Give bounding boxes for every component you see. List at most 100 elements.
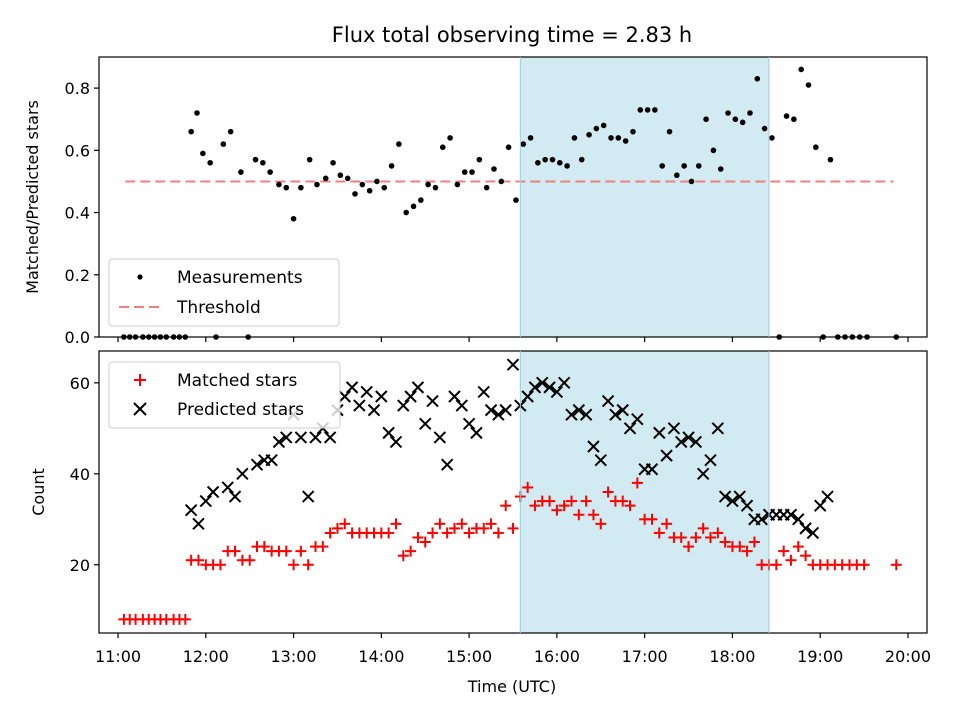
predicted-star-point xyxy=(814,499,827,512)
measurement-point xyxy=(276,181,282,188)
measurement-point xyxy=(739,119,746,126)
bottom-panel: 20 40 60 11:00 12:00 13:00 14:00 15:00 16:00 17:… xyxy=(29,350,931,696)
matched-star-point xyxy=(214,559,226,571)
predicted-star-point xyxy=(470,426,483,440)
predicted-star-point xyxy=(799,522,812,535)
matched-star-point xyxy=(587,509,599,521)
matched-star-point xyxy=(258,541,270,553)
predicted-star-point xyxy=(345,381,359,394)
predicted-star-point xyxy=(784,508,798,521)
measurement-point xyxy=(337,172,344,179)
measurement-point xyxy=(469,169,475,175)
predicted-star-point xyxy=(557,376,571,390)
bottom-y-ticks: 20 40 60 xyxy=(70,374,99,575)
legend-marker-predicted xyxy=(133,402,147,416)
predicted-star-point xyxy=(206,485,220,499)
legend-marker-matched xyxy=(134,374,146,386)
legend-label-threshold: Threshold xyxy=(176,298,261,318)
matched-star-point xyxy=(770,559,782,571)
measurement-point xyxy=(725,110,731,116)
measurement-point xyxy=(600,122,607,129)
matched-star-point xyxy=(192,554,204,566)
predicted-star-point xyxy=(645,463,659,476)
measurement-point xyxy=(520,141,527,147)
measurement-point xyxy=(344,175,351,182)
matched-star-point xyxy=(558,500,570,512)
predicted-star-point xyxy=(301,490,315,503)
measurement-point xyxy=(513,197,519,203)
top-y-tick-label: 0.0 xyxy=(65,328,90,347)
measurement-point xyxy=(381,184,388,191)
measurement-point xyxy=(330,159,336,166)
predicted-star-point xyxy=(440,458,454,471)
matched-star-point xyxy=(448,522,460,534)
matched-star-point xyxy=(419,536,431,548)
legend-label-measurements: Measurements xyxy=(177,268,303,288)
measurement-point xyxy=(432,184,439,191)
predicted-star-point xyxy=(411,381,425,394)
measurement-point xyxy=(527,135,534,141)
measurement-point xyxy=(827,156,834,163)
top-legend-box xyxy=(108,258,340,327)
top-y-tick-label: 0.2 xyxy=(65,266,90,285)
top-x-ticks xyxy=(117,57,909,342)
predicted-star-point xyxy=(755,513,768,526)
predicted-star-point xyxy=(506,358,520,371)
x-tick-label: 15:00 xyxy=(446,647,492,666)
predicted-star-point xyxy=(184,503,198,517)
measurement-point xyxy=(188,128,194,135)
measurement-point xyxy=(352,191,358,197)
measurement-point xyxy=(227,128,234,135)
top-y-tick-label: 0.8 xyxy=(65,79,90,98)
predicted-star-point xyxy=(419,417,432,430)
measurement-point xyxy=(252,156,259,163)
matched-star-point xyxy=(383,527,395,539)
matched-star-point xyxy=(741,545,753,557)
measurement-point xyxy=(238,169,244,175)
measurement-point xyxy=(283,184,290,191)
measurement-point xyxy=(461,169,468,175)
predicted-star-point xyxy=(462,417,476,430)
measurement-point xyxy=(298,184,304,191)
matched-star-point xyxy=(544,495,556,507)
measurement-point xyxy=(396,141,402,147)
matched-star-point xyxy=(412,531,424,543)
top-y-tick-label: 0.6 xyxy=(65,141,90,160)
matched-star-point xyxy=(653,527,665,539)
bottom-legend-box xyxy=(108,361,341,429)
measurement-point xyxy=(410,203,417,210)
predicted-star-point xyxy=(711,422,725,435)
measurement-point xyxy=(783,113,790,119)
predicted-star-point xyxy=(718,490,732,503)
matched-star-point xyxy=(646,513,658,525)
predicted-star-point xyxy=(389,435,403,449)
matched-star-point xyxy=(229,545,241,557)
matched-star-point xyxy=(734,541,746,553)
predicted-star-point xyxy=(192,517,205,531)
predicted-star-point xyxy=(689,435,703,449)
measurement-point xyxy=(659,163,666,169)
predicted-star-point xyxy=(433,431,447,444)
measurement-point xyxy=(260,159,266,166)
measurement-point xyxy=(630,128,636,135)
x-tick-label: 18:00 xyxy=(709,647,755,666)
x-tick-label: 14:00 xyxy=(358,647,404,666)
predicted-star-point xyxy=(550,385,564,399)
x-tick-label: 11:00 xyxy=(95,647,141,666)
x-axis-label: Time (UTC) xyxy=(467,677,556,696)
predicted-star-point xyxy=(821,490,834,503)
top-panel: 0.00.20.40.60.8 Matched/Predicted stars … xyxy=(23,56,928,347)
measurement-point xyxy=(542,156,548,163)
matched-star-point xyxy=(463,527,475,539)
matched-star-point xyxy=(704,531,716,543)
matched-star-point xyxy=(800,550,812,562)
predicted-star-point xyxy=(660,449,673,462)
bottom-y-tick-label: 20 xyxy=(70,556,90,575)
matched-star-point xyxy=(580,495,592,507)
bottom-axes-frame xyxy=(98,350,928,634)
predicted-star-point xyxy=(250,458,264,471)
measurement-point xyxy=(314,181,320,188)
measurement-point xyxy=(200,150,206,157)
matched-star-point xyxy=(529,500,541,512)
